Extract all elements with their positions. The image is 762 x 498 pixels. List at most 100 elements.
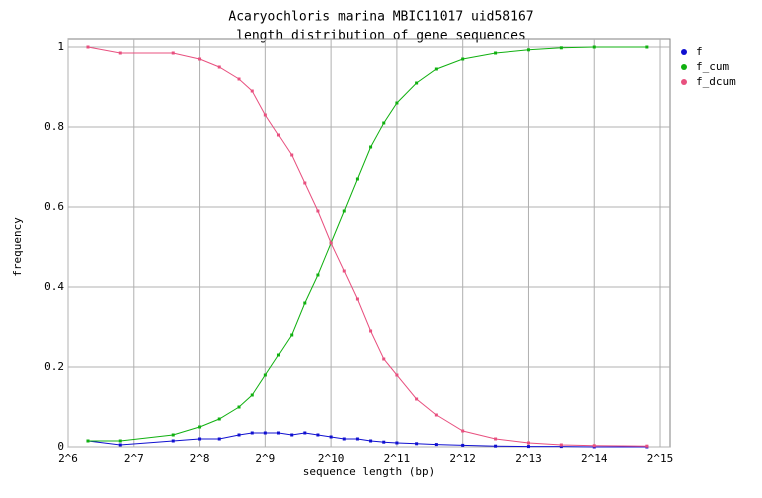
data-point: [434, 443, 438, 447]
data-point: [415, 81, 419, 85]
data-point: [316, 273, 320, 277]
data-point: [355, 297, 359, 301]
data-point: [382, 440, 386, 444]
data-point: [198, 437, 202, 441]
data-point: [118, 51, 122, 55]
x-tick-label: 2^7: [124, 452, 144, 465]
data-point: [303, 181, 307, 185]
x-tick-label: 2^11: [384, 452, 411, 465]
data-point: [303, 431, 307, 435]
data-point: [118, 443, 122, 447]
x-tick-label: 2^6: [58, 452, 78, 465]
data-point: [415, 442, 419, 446]
data-point: [237, 433, 241, 437]
data-point: [118, 439, 122, 443]
data-point: [250, 393, 254, 397]
x-axis-label: sequence length (bp): [303, 465, 435, 478]
data-point: [276, 431, 280, 435]
data-point: [461, 429, 465, 433]
y-tick-label: 0.6: [44, 200, 64, 213]
x-tick-label: 2^9: [255, 452, 275, 465]
legend-label: f_cum: [696, 60, 729, 73]
data-point: [355, 437, 359, 441]
data-point: [395, 373, 399, 377]
legend-label: f_dcum: [696, 75, 736, 88]
data-point: [276, 133, 280, 137]
series-line: [87, 46, 647, 447]
y-tick-label: 1: [57, 40, 64, 53]
data-point: [369, 145, 373, 149]
data-point: [526, 48, 530, 52]
data-point: [250, 431, 254, 435]
data-point: [342, 269, 346, 273]
data-point: [461, 443, 465, 447]
data-point: [494, 51, 498, 55]
data-point: [290, 433, 294, 437]
data-point: [526, 445, 530, 449]
x-tick-label: 2^12: [449, 452, 476, 465]
data-point: [645, 45, 649, 49]
data-point: [171, 51, 175, 55]
data-point: [263, 373, 267, 377]
data-point: [592, 45, 596, 49]
chart-title: Acaryochloris marina MBIC11017 uid58167: [228, 10, 533, 25]
legend-marker: [681, 64, 687, 70]
data-point: [198, 425, 202, 429]
x-tick-label: 2^8: [190, 452, 210, 465]
data-point: [263, 113, 267, 117]
data-point: [316, 433, 320, 437]
data-point: [395, 101, 399, 105]
data-point: [434, 67, 438, 71]
data-point: [645, 444, 649, 448]
data-point: [237, 405, 241, 409]
data-point: [250, 89, 254, 93]
data-point: [395, 441, 399, 445]
data-point: [303, 301, 307, 305]
x-tick-label: 2^15: [647, 452, 674, 465]
data-point: [198, 57, 202, 61]
data-point: [369, 439, 373, 443]
y-tick-label: 0.8: [44, 120, 64, 133]
data-point: [355, 177, 359, 181]
data-point: [415, 397, 419, 401]
data-point: [382, 357, 386, 361]
y-axis-label: frequency: [11, 217, 24, 277]
data-point: [559, 445, 563, 449]
data-point: [171, 433, 175, 437]
data-point: [290, 333, 294, 337]
data-point: [316, 209, 320, 213]
data-point: [217, 437, 221, 441]
chart-subtitle: length distribution of gene sequences: [236, 29, 526, 44]
x-tick-label: 2^13: [515, 452, 542, 465]
series-line: [87, 432, 647, 448]
x-tick-label: 2^14: [581, 452, 608, 465]
legend-marker: [681, 49, 687, 55]
data-point: [382, 121, 386, 125]
data-point: [592, 444, 596, 448]
data-point: [276, 353, 280, 357]
data-point: [217, 417, 221, 421]
data-point: [526, 441, 530, 445]
y-tick-label: 0: [57, 440, 64, 453]
data-point: [559, 443, 563, 447]
data-point: [290, 153, 294, 157]
data-point: [329, 435, 333, 439]
data-point: [559, 46, 563, 50]
series-line: [88, 46, 647, 442]
y-tick-label: 0.4: [44, 280, 64, 293]
data-point: [217, 65, 221, 69]
data-point: [171, 439, 175, 443]
data-point: [494, 437, 498, 441]
data-point: [86, 45, 90, 49]
legend-label: f: [696, 45, 703, 58]
data-point: [342, 437, 346, 441]
data-point: [342, 209, 346, 213]
plot-frame: [67, 38, 671, 448]
x-tick-label: 2^10: [318, 452, 345, 465]
data-point: [434, 413, 438, 417]
data-point: [237, 77, 241, 81]
data-point: [263, 431, 267, 435]
data-point: [369, 329, 373, 333]
